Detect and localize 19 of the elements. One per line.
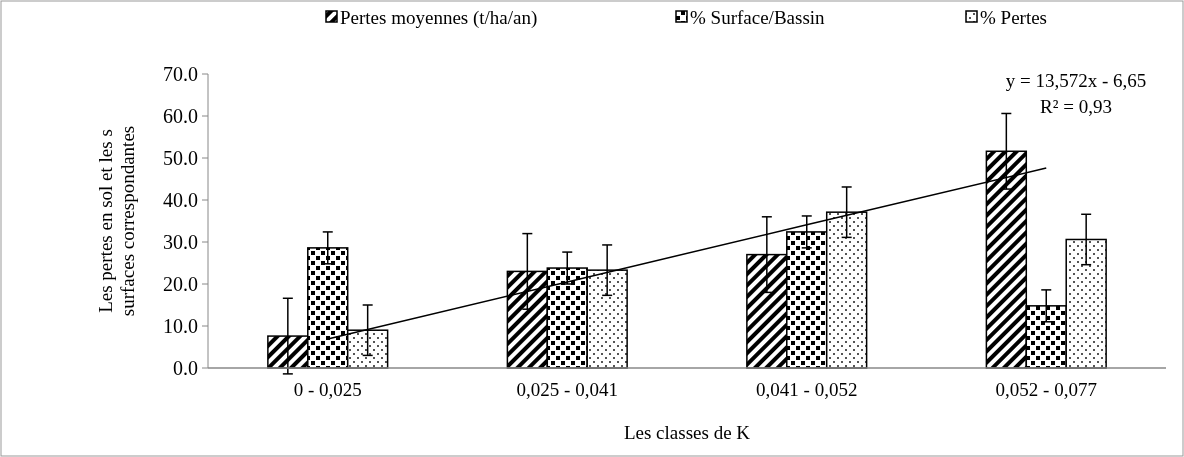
x-tick-label: 0,025 - 0,041 bbox=[516, 379, 618, 400]
y-tick-label: 70.0 bbox=[163, 63, 198, 85]
y-tick-label: 10.0 bbox=[163, 315, 198, 337]
legend-label: % Pertes bbox=[980, 6, 1048, 28]
x-tick-label: 0,041 - 0,052 bbox=[756, 379, 858, 400]
x-tick-label: 0,052 - 0,077 bbox=[995, 379, 1097, 400]
y-tick-label: 20.0 bbox=[163, 273, 198, 295]
y-tick-label: 0.0 bbox=[173, 357, 198, 379]
legend-label: Pertes moyennes (t/ha/an) bbox=[340, 6, 538, 29]
y-tick-label: 60.0 bbox=[163, 105, 198, 127]
y-tick-label: 50.0 bbox=[163, 147, 198, 169]
x-tick-label: 0 - 0,025 bbox=[293, 379, 362, 400]
y-axis-title: Les pertes en sol et les s surfaces correspondantes bbox=[95, 125, 138, 317]
annotation: y = 13,572x - 6,65 bbox=[1005, 69, 1147, 91]
annotation: R² = 0,93 bbox=[1040, 95, 1112, 117]
x-axis-title: Les classes de K bbox=[623, 422, 751, 443]
legend-label: % Surface/Bassin bbox=[690, 6, 826, 28]
y-tick-label: 40.0 bbox=[163, 189, 198, 211]
y-tick-label: 30.0 bbox=[163, 231, 198, 253]
